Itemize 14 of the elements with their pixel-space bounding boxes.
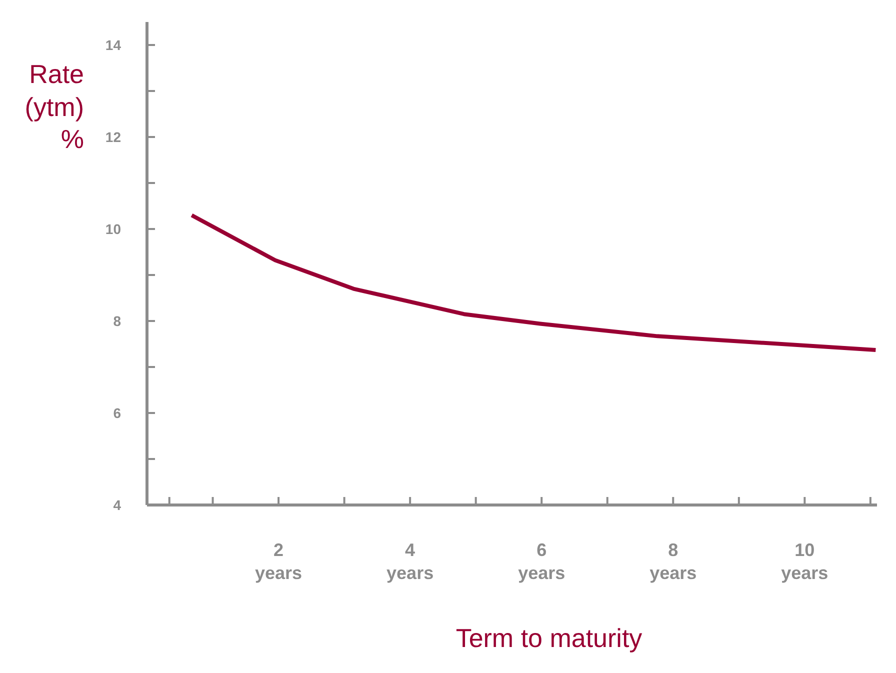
x-tick-label: 8 years [650,540,697,583]
y-axis-title: Rate (ytm) % [24,58,84,156]
y-tick-label: 8 [113,312,122,329]
x-tick-label: 2 years [255,540,302,583]
y-tick-label: 10 [105,220,122,237]
y-tick-label: 14 [105,36,122,53]
x-tick-label: 10 years [781,540,828,583]
y-tick-label: 6 [113,404,122,421]
x-tick-label: 4 years [386,540,434,583]
line-series [190,213,877,352]
x-axis-title: Term to maturity [454,622,644,654]
y-tick-label: 4 [113,496,122,513]
y-tick-label: 12 [105,128,122,145]
x-tick-label: 6 years [518,540,566,583]
